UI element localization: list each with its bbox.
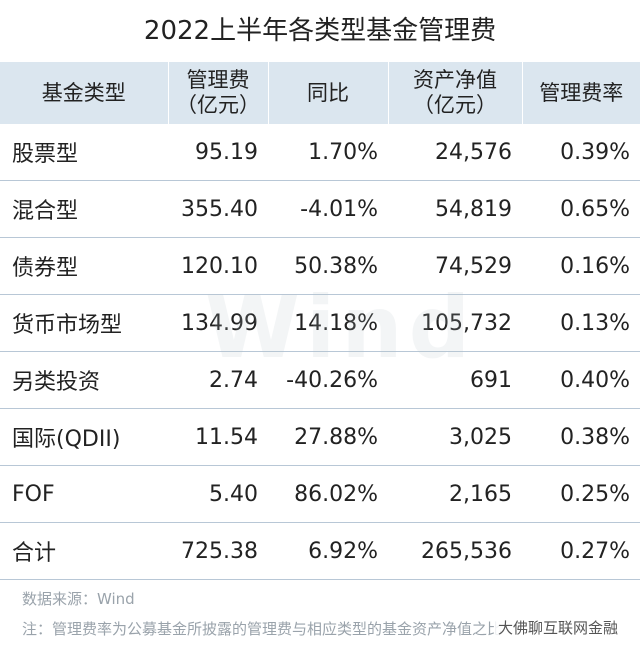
cell-mgmt-fee: 725.38 bbox=[168, 522, 268, 580]
cell-fund-type: 国际(QDII) bbox=[0, 408, 168, 466]
table-row: 另类投资 2.74 -40.26% 691 0.40% bbox=[0, 351, 640, 409]
table-row: 合计 725.38 6.92% 265,536 0.27% bbox=[0, 522, 640, 580]
cell-fee-rate: 0.27% bbox=[522, 522, 640, 580]
footnote: 注：管理费率为公募基金所披露的管理费与相应类型的基金资产净值之比 bbox=[22, 620, 503, 638]
header-unit: （亿元） bbox=[176, 93, 260, 117]
header-mgmt-fee: 管理费 （亿元） bbox=[167, 62, 268, 124]
cell-fee-rate: 0.40% bbox=[522, 351, 640, 409]
cell-mgmt-fee: 134.99 bbox=[168, 294, 268, 352]
cell-net-assets: 3,025 bbox=[388, 408, 522, 466]
cell-fee-rate: 0.16% bbox=[522, 237, 640, 295]
data-source: 数据来源：Wind bbox=[22, 590, 135, 608]
header-unit: （亿元） bbox=[413, 93, 497, 117]
cell-fund-type: 债券型 bbox=[0, 237, 168, 295]
table-row: FOF 5.40 86.02% 2,165 0.25% bbox=[0, 465, 640, 523]
header-label: 基金类型 bbox=[41, 80, 126, 105]
header-label: 管理费 bbox=[186, 68, 250, 92]
cell-yoy: 86.02% bbox=[268, 465, 388, 523]
table-row: 债券型 120.10 50.38% 74,529 0.16% bbox=[0, 237, 640, 295]
table-header-row: 基金类型 管理费 （亿元） 同比 资产净值 （亿元） 管理费率 bbox=[0, 62, 640, 124]
cell-fee-rate: 0.25% bbox=[522, 465, 640, 523]
header-label: 同比 bbox=[307, 80, 349, 105]
cell-yoy: 6.92% bbox=[268, 522, 388, 580]
header-net-assets: 资产净值 （亿元） bbox=[387, 62, 522, 124]
account-watermark: 大佛聊互联网金融 bbox=[493, 616, 622, 639]
cell-net-assets: 691 bbox=[388, 351, 522, 409]
cell-fee-rate: 0.38% bbox=[522, 408, 640, 466]
cell-mgmt-fee: 95.19 bbox=[168, 124, 268, 181]
cell-fee-rate: 0.65% bbox=[522, 180, 640, 238]
cell-yoy: 50.38% bbox=[268, 237, 388, 295]
fee-table: 基金类型 管理费 （亿元） 同比 资产净值 （亿元） 管理费率 股票型 95.19 1.… bbox=[0, 62, 640, 580]
cell-fund-type: 货币市场型 bbox=[0, 294, 168, 352]
cell-mgmt-fee: 11.54 bbox=[168, 408, 268, 466]
cell-fund-type: FOF bbox=[0, 465, 168, 523]
header-fund-type: 基金类型 bbox=[0, 62, 168, 124]
cell-net-assets: 265,536 bbox=[388, 522, 522, 580]
cell-fund-type: 股票型 bbox=[0, 124, 168, 181]
cell-yoy: 1.70% bbox=[268, 124, 388, 181]
table-row: 货币市场型 134.99 14.18% 105,732 0.13% bbox=[0, 294, 640, 352]
cell-yoy: 14.18% bbox=[268, 294, 388, 352]
page-title: 2022上半年各类型基金管理费 bbox=[143, 16, 497, 46]
header-label: 资产净值 bbox=[413, 68, 497, 92]
cell-net-assets: 105,732 bbox=[388, 294, 522, 352]
table-row: 混合型 355.40 -4.01% 54,819 0.65% bbox=[0, 180, 640, 238]
table-row: 股票型 95.19 1.70% 24,576 0.39% bbox=[0, 124, 640, 181]
cell-yoy: -4.01% bbox=[268, 180, 388, 238]
cell-mgmt-fee: 120.10 bbox=[168, 237, 268, 295]
cell-fee-rate: 0.13% bbox=[522, 294, 640, 352]
cell-mgmt-fee: 355.40 bbox=[168, 180, 268, 238]
cell-yoy: -40.26% bbox=[268, 351, 388, 409]
header-fee-rate: 管理费率 bbox=[521, 62, 640, 124]
table-row: 国际(QDII) 11.54 27.88% 3,025 0.38% bbox=[0, 408, 640, 466]
cell-fund-type: 混合型 bbox=[0, 180, 168, 238]
cell-yoy: 27.88% bbox=[268, 408, 388, 466]
cell-mgmt-fee: 2.74 bbox=[168, 351, 268, 409]
cell-mgmt-fee: 5.40 bbox=[168, 465, 268, 523]
cell-net-assets: 54,819 bbox=[388, 180, 522, 238]
header-yoy: 同比 bbox=[267, 62, 388, 124]
cell-net-assets: 2,165 bbox=[388, 465, 522, 523]
cell-net-assets: 74,529 bbox=[388, 237, 522, 295]
cell-fund-type: 合计 bbox=[0, 522, 168, 580]
header-label: 管理费率 bbox=[539, 80, 624, 105]
cell-fee-rate: 0.39% bbox=[522, 124, 640, 181]
cell-net-assets: 24,576 bbox=[388, 124, 522, 181]
cell-fund-type: 另类投资 bbox=[0, 351, 168, 409]
